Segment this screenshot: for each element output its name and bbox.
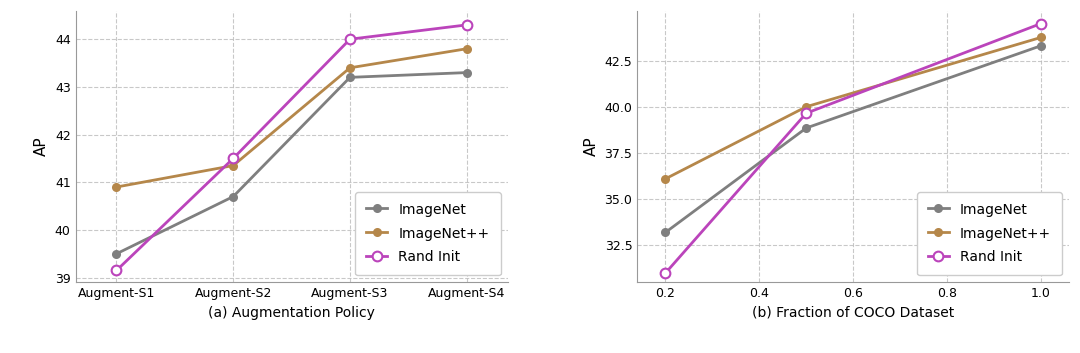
X-axis label: (a) Augmentation Policy: (a) Augmentation Policy [208,306,375,320]
ImageNet [659,231,672,235]
ImageNet++ [343,66,356,70]
ImageNet [460,71,473,75]
Rand Init [659,271,672,275]
ImageNet [110,252,123,256]
Line: ImageNet++: ImageNet++ [662,34,1044,183]
X-axis label: (b) Fraction of COCO Dataset: (b) Fraction of COCO Dataset [752,306,955,320]
ImageNet [343,75,356,79]
ImageNet++ [460,47,473,51]
ImageNet [800,126,813,130]
Y-axis label: AP: AP [584,137,599,156]
Line: ImageNet: ImageNet [113,69,470,257]
ImageNet [227,195,240,199]
Rand Init [227,156,240,161]
ImageNet++ [800,104,813,109]
ImageNet [1035,44,1048,48]
ImageNet++ [659,177,672,181]
Legend: ImageNet, ImageNet++, Rand Init: ImageNet, ImageNet++, Rand Init [917,192,1063,275]
ImageNet++ [1035,35,1048,40]
Line: Rand Init: Rand Init [661,19,1045,278]
Rand Init [343,37,356,41]
Rand Init [1035,22,1048,26]
Rand Init [110,268,123,273]
Legend: ImageNet, ImageNet++, Rand Init: ImageNet, ImageNet++, Rand Init [355,192,501,275]
ImageNet++ [227,163,240,168]
Line: ImageNet++: ImageNet++ [113,45,470,191]
Rand Init [800,111,813,115]
ImageNet++ [110,185,123,189]
Y-axis label: AP: AP [35,137,50,156]
Rand Init [460,23,473,27]
Line: ImageNet: ImageNet [662,42,1044,236]
Line: Rand Init: Rand Init [111,20,472,275]
